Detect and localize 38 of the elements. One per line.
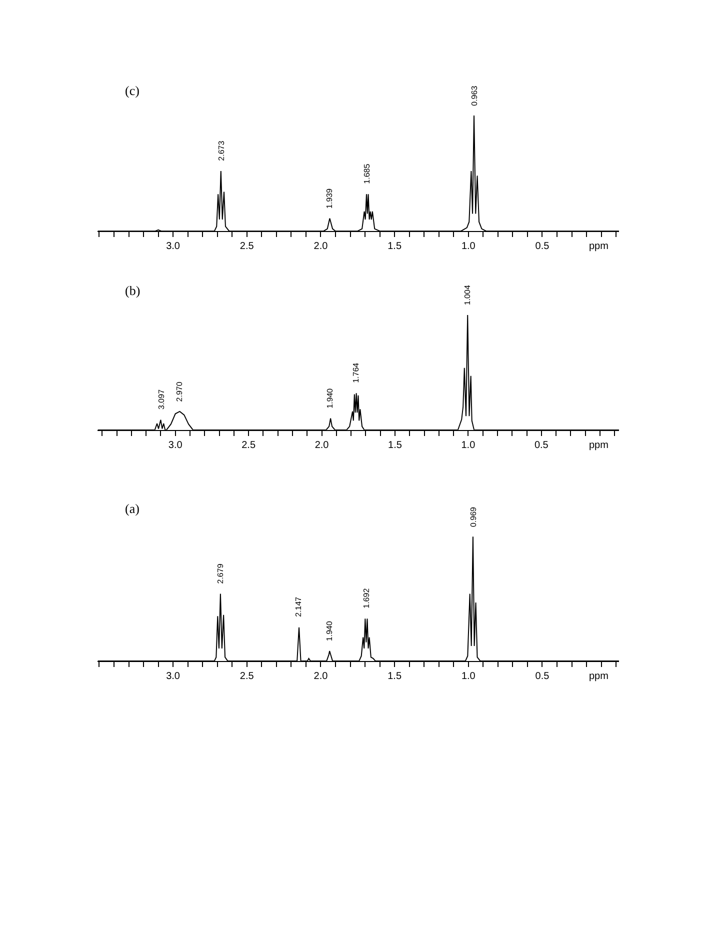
annotation: 1.940 xyxy=(326,388,335,408)
x-tick-label: 3.0 xyxy=(166,241,180,252)
x-tick-label: 0.5 xyxy=(535,670,550,682)
annotation: 0.969 xyxy=(468,506,478,528)
x-tick-label: 1.5 xyxy=(388,670,402,682)
annotation: 2.679 xyxy=(216,563,226,584)
x-tick-label: 1.5 xyxy=(388,440,402,451)
x-tick-label: 2.5 xyxy=(240,241,254,252)
x-axis-title: ppm xyxy=(589,241,608,252)
annotation: 1.004 xyxy=(463,284,472,306)
annotation: 1.940 xyxy=(325,620,334,642)
x-tick-label: 2.5 xyxy=(242,440,256,451)
annotation: 0.963 xyxy=(470,85,479,106)
x-tick-label: 2.0 xyxy=(314,670,328,682)
x-tick-label: 1.5 xyxy=(388,241,402,252)
chart-title: (a) xyxy=(125,501,140,516)
x-axis-title: ppm xyxy=(589,671,608,682)
annotation: 1.685 xyxy=(362,163,372,184)
x-tick-label: 2.0 xyxy=(314,440,330,451)
x-tick-label: 1.0 xyxy=(461,670,476,682)
chart-title: (b) xyxy=(125,283,140,298)
annotation: 2.673 xyxy=(216,140,226,161)
x-axis-title: ppm xyxy=(589,440,608,451)
annotation: 1.939 xyxy=(324,188,334,209)
annotation: 2.147 xyxy=(294,596,304,617)
annotation: 1.764 xyxy=(352,362,361,383)
x-tick-label: 1.0 xyxy=(461,440,476,451)
x-tick-label: 2.0 xyxy=(314,241,328,252)
annotation: 3.097 xyxy=(156,388,166,410)
x-tick-label: 0.5 xyxy=(535,241,550,252)
x-tick-label: 0.5 xyxy=(534,440,549,451)
x-tick-label: 1.0 xyxy=(461,241,476,252)
x-tick-label: 3.0 xyxy=(166,670,180,682)
x-tick-label: 3.0 xyxy=(168,440,183,451)
x-tick-label: 2.5 xyxy=(240,670,254,682)
annotation: 2.970 xyxy=(174,381,184,402)
chart-title: (c) xyxy=(125,83,140,98)
annotation: 1.692 xyxy=(362,588,372,608)
